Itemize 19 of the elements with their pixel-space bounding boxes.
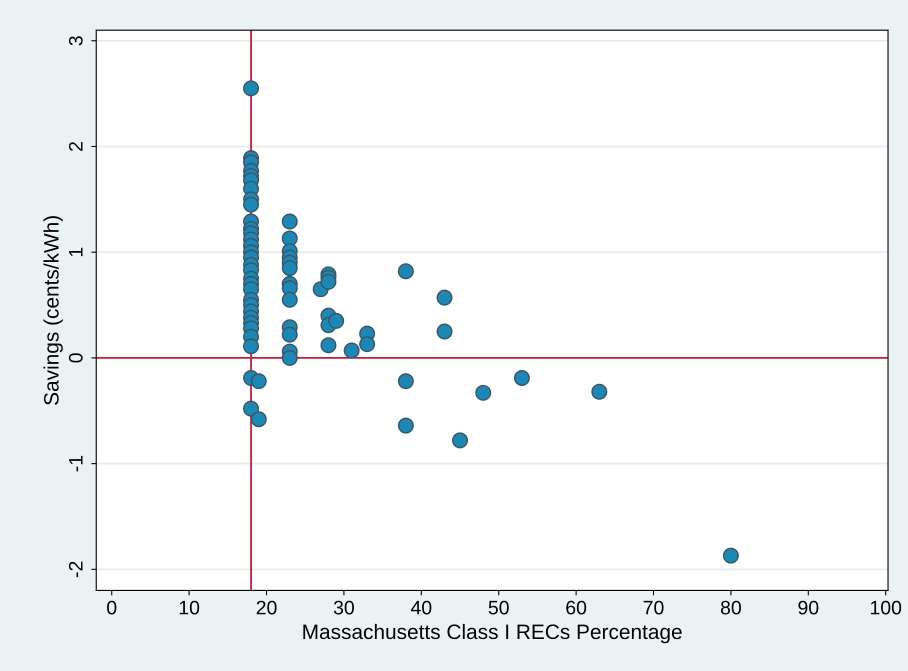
- y-tick-label: -1: [69, 456, 82, 472]
- x-axis-title: Massachusetts Class I RECs Percentage: [303, 624, 682, 644]
- x-tick-label: 20: [256, 600, 277, 614]
- x-tick-label: 50: [488, 600, 509, 614]
- x-tick-label: 40: [410, 600, 432, 614]
- x-tick-label: 100: [870, 600, 902, 614]
- y-tick-label: 3: [68, 36, 83, 46]
- y-tick-label: -2: [68, 562, 82, 578]
- x-tick-label: 10: [180, 600, 200, 614]
- y-axis-title: Savings (cents/kWh): [43, 216, 63, 405]
- x-tick-label: 90: [798, 600, 818, 614]
- x-tick-label: 30: [334, 600, 354, 614]
- x-tick-label: 60: [566, 600, 586, 614]
- x-tick-label: 70: [644, 600, 664, 614]
- y-tick-label: 0: [68, 353, 83, 363]
- x-tick-label: 0: [107, 600, 116, 614]
- y-tick-label: 1: [69, 248, 82, 256]
- y-tick-label: 2: [68, 142, 82, 151]
- x-tick-label: 80: [720, 600, 741, 614]
